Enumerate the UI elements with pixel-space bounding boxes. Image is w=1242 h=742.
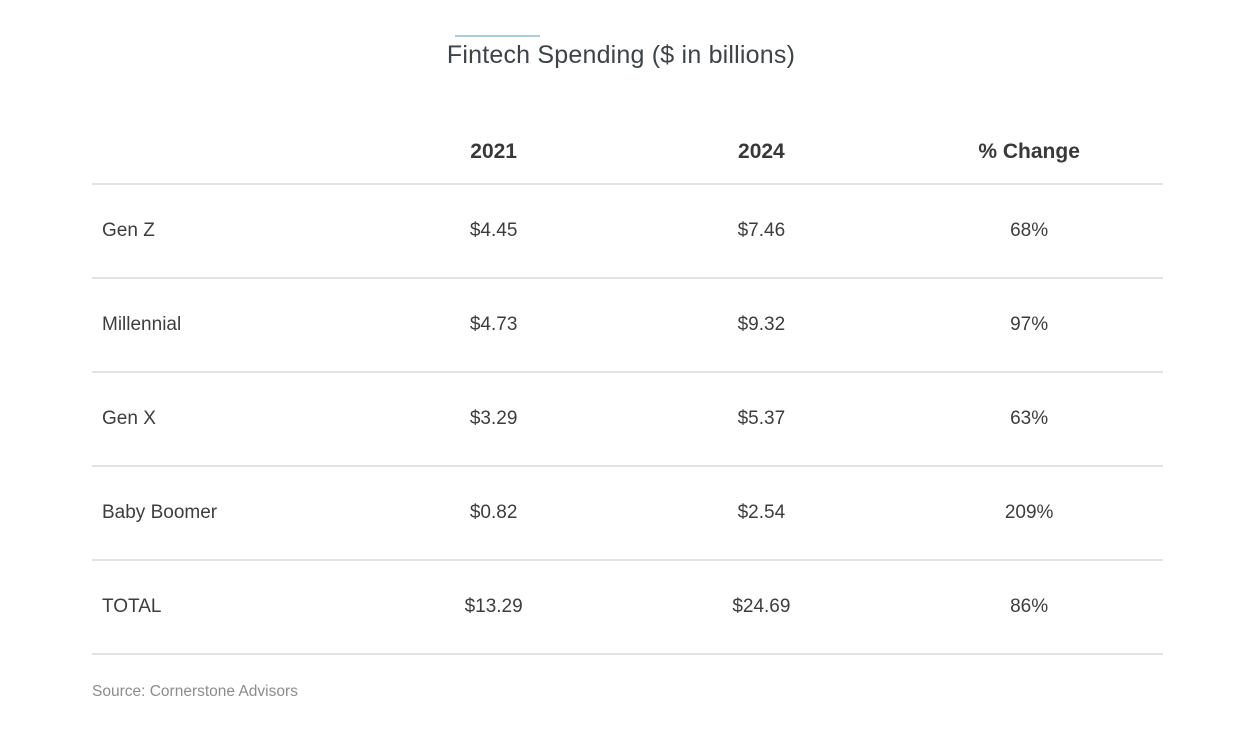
value-change: 86%: [1010, 596, 1049, 617]
row-label: Gen Z: [102, 220, 155, 241]
table-row-gen-z: Gen Z $4.45 $7.46 68%: [92, 185, 1163, 279]
value-2021: $13.29: [464, 596, 523, 617]
source-note: Source: Cornerstone Advisors: [92, 683, 298, 700]
value-2021: $4.45: [469, 220, 518, 241]
value-change: 63%: [1010, 408, 1049, 429]
value-2021: $0.82: [469, 502, 518, 523]
value-2024: $24.69: [732, 596, 791, 617]
table-header-2021: 2021: [470, 139, 517, 163]
table-header-change: % Change: [978, 139, 1080, 163]
table-header-row: 2021 2024 % Change: [92, 120, 1163, 185]
row-label: TOTAL: [102, 596, 162, 617]
table-row-gen-x: Gen X $3.29 $5.37 63%: [92, 373, 1163, 467]
value-2024: $9.32: [737, 314, 786, 335]
row-label: Baby Boomer: [102, 502, 218, 523]
value-change: 68%: [1010, 220, 1049, 241]
chart-title: Fintech Spending ($ in billions): [446, 41, 796, 69]
value-2024: $7.46: [737, 220, 786, 241]
table-header-2024: 2024: [738, 139, 785, 163]
value-2024: $2.54: [737, 502, 786, 523]
table-row-total: TOTAL $13.29 $24.69 86%: [92, 561, 1163, 655]
title-accent-rule: [455, 35, 540, 37]
value-2024: $5.37: [737, 408, 786, 429]
value-2021: $4.73: [469, 314, 518, 335]
value-change: 97%: [1010, 314, 1049, 335]
value-2021: $3.29: [469, 408, 518, 429]
row-label: Millennial: [102, 314, 182, 335]
table-row-millennial: Millennial $4.73 $9.32 97%: [92, 279, 1163, 373]
row-label: Gen X: [102, 408, 156, 429]
fintech-spending-table: 2021 2024 % Change Gen Z $4.45 $7.46 68%…: [92, 120, 1163, 655]
value-change: 209%: [1004, 502, 1054, 523]
table-row-baby-boomer: Baby Boomer $0.82 $2.54 209%: [92, 467, 1163, 561]
